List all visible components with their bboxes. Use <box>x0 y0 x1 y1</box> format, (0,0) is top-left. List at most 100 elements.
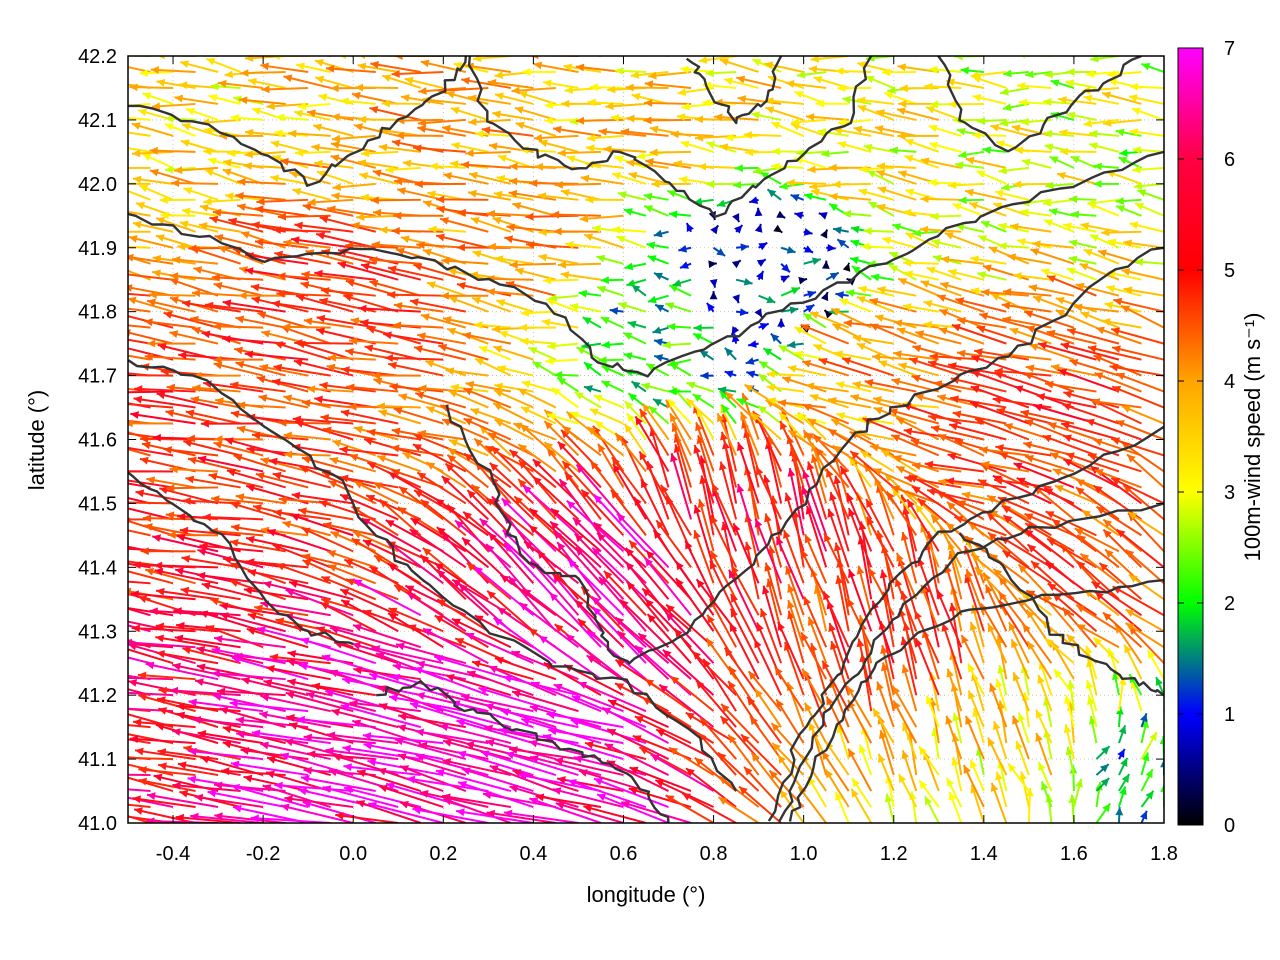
wind-arrow-head <box>496 174 506 183</box>
wind-arrow-shaft <box>619 598 670 648</box>
wind-arrow-shaft <box>743 766 782 808</box>
wind-arrow-shaft <box>1047 422 1097 441</box>
wind-arrow-head <box>945 477 955 486</box>
wind-arrow-head <box>109 263 118 270</box>
wind-arrow-shaft <box>1049 452 1097 473</box>
wind-arrow-shaft <box>296 718 376 729</box>
wind-arrow-head <box>835 67 844 76</box>
wind-arrow-head <box>494 656 504 665</box>
wind-arrow-head <box>314 159 323 168</box>
wind-arrow-shaft <box>858 535 873 600</box>
wind-arrow-head <box>509 260 518 269</box>
wind-arrow-head <box>388 613 398 621</box>
wind-arrow-shaft <box>165 410 219 425</box>
wind-arrow-head <box>327 564 337 572</box>
wind-arrow-head <box>156 650 165 658</box>
wind-arrow-head <box>93 804 102 811</box>
wind-arrow-head <box>517 388 527 396</box>
wind-arrow-shaft <box>465 632 534 665</box>
wind-arrow-head <box>632 735 642 743</box>
wind-arrow-head <box>461 767 471 775</box>
wind-arrow-head <box>612 225 621 234</box>
wind-arrow-shaft <box>846 492 873 552</box>
wind-arrow-shaft <box>557 440 602 489</box>
wind-arrow-head <box>117 429 126 437</box>
wind-arrow-head <box>1051 519 1061 528</box>
wind-arrow-head <box>614 155 624 164</box>
wind-arrow-shaft <box>314 271 376 281</box>
wind-arrow-head <box>273 508 282 517</box>
wind-arrow-head <box>787 365 797 373</box>
wind-arrow-head <box>756 466 764 476</box>
wind-arrow-head <box>196 646 206 654</box>
wind-arrow-head <box>235 192 244 200</box>
wind-arrow-head <box>624 401 634 410</box>
wind-arrow-head <box>230 501 240 510</box>
wind-arrow-head <box>580 45 589 53</box>
wind-arrow-shaft <box>979 448 1029 457</box>
wind-arrow-head <box>636 152 646 160</box>
wind-arrow-shaft <box>290 238 354 249</box>
wind-arrow-head <box>532 459 542 468</box>
wind-arrow-head <box>1106 284 1116 293</box>
wind-arrow-shaft <box>708 598 737 648</box>
wind-arrow-head <box>667 322 676 331</box>
wind-arrow-head <box>1035 48 1044 56</box>
wind-arrow-head <box>256 375 266 384</box>
wind-arrow-head <box>1128 94 1138 102</box>
wind-arrow-shaft <box>720 703 760 744</box>
wind-arrow-head <box>303 766 312 775</box>
wind-arrow-head <box>305 47 314 55</box>
wind-arrow-shaft <box>409 299 467 313</box>
wind-arrow-shaft <box>351 537 399 569</box>
wind-arrow-head <box>863 227 872 235</box>
wind-arrow-head <box>583 362 593 371</box>
wind-arrow-head <box>262 580 272 589</box>
wind-arrow-head <box>960 66 969 75</box>
wind-arrow-head <box>457 750 467 759</box>
x-tick-label: 0.2 <box>429 843 457 865</box>
wind-arrow-head <box>407 624 417 632</box>
wind-arrow-head <box>810 311 820 319</box>
wind-arrow-head <box>1084 645 1093 655</box>
wind-arrow-head <box>678 244 688 253</box>
wind-arrow-head <box>876 109 886 117</box>
wind-arrow-head <box>828 163 837 172</box>
wind-arrow-shaft <box>1062 458 1120 489</box>
wind-arrow-shaft <box>1024 455 1075 473</box>
wind-arrow-head <box>926 266 936 275</box>
wind-arrow-shaft <box>128 278 129 280</box>
wind-arrow-shaft <box>290 513 354 537</box>
wind-arrow-head <box>561 429 570 439</box>
wind-arrow-shaft <box>294 223 354 233</box>
wind-arrow-shaft <box>280 753 354 777</box>
wind-arrow-shaft <box>546 447 580 489</box>
wind-arrow-head <box>628 786 638 795</box>
wind-arrow-shaft <box>128 614 129 616</box>
wind-arrow-shaft <box>592 521 647 569</box>
wind-arrow-head <box>369 279 379 288</box>
wind-arrow-head <box>69 350 77 358</box>
wind-arrow-shaft <box>213 282 264 297</box>
wind-arrow-head <box>833 226 842 235</box>
wind-arrow-shaft <box>1122 484 1164 521</box>
wind-arrow-head <box>545 356 554 365</box>
wind-arrow-shaft <box>637 632 692 680</box>
wind-arrow-head <box>898 99 907 108</box>
wind-arrow-shaft <box>674 433 693 488</box>
wind-arrow-head <box>597 793 607 802</box>
wind-arrow-head <box>89 78 98 86</box>
wind-arrow-head <box>725 391 734 401</box>
wind-arrow-shaft <box>128 198 129 200</box>
wind-arrow-head <box>372 208 382 217</box>
wind-arrow-head <box>422 248 432 257</box>
wind-arrow-head <box>443 739 452 747</box>
wind-arrow-head <box>765 97 774 105</box>
wind-arrow-head <box>488 142 498 151</box>
wind-arrow-shaft <box>457 211 511 217</box>
contour-line <box>376 679 670 823</box>
wind-arrow-head <box>818 357 828 366</box>
wind-arrow-head <box>641 479 649 489</box>
wind-arrow-head <box>1024 529 1034 538</box>
wind-arrow-shaft <box>144 568 196 585</box>
